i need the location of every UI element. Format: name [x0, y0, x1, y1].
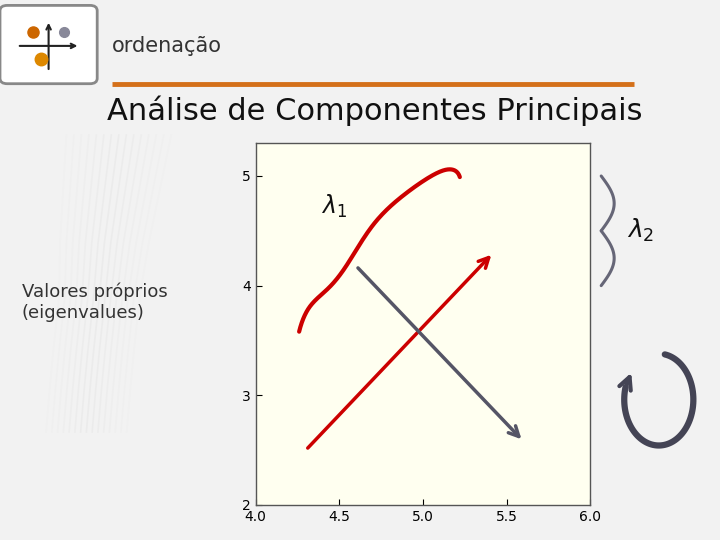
Text: Valores próprios
(eigenvalues): Valores próprios (eigenvalues): [22, 283, 167, 322]
Text: ordenação: ordenação: [112, 36, 222, 56]
FancyBboxPatch shape: [0, 5, 97, 84]
Text: $\lambda_1$: $\lambda_1$: [321, 193, 347, 220]
Text: Análise de Componentes Principais: Análise de Componentes Principais: [107, 96, 642, 126]
Text: $\lambda_2$: $\lambda_2$: [627, 217, 654, 245]
